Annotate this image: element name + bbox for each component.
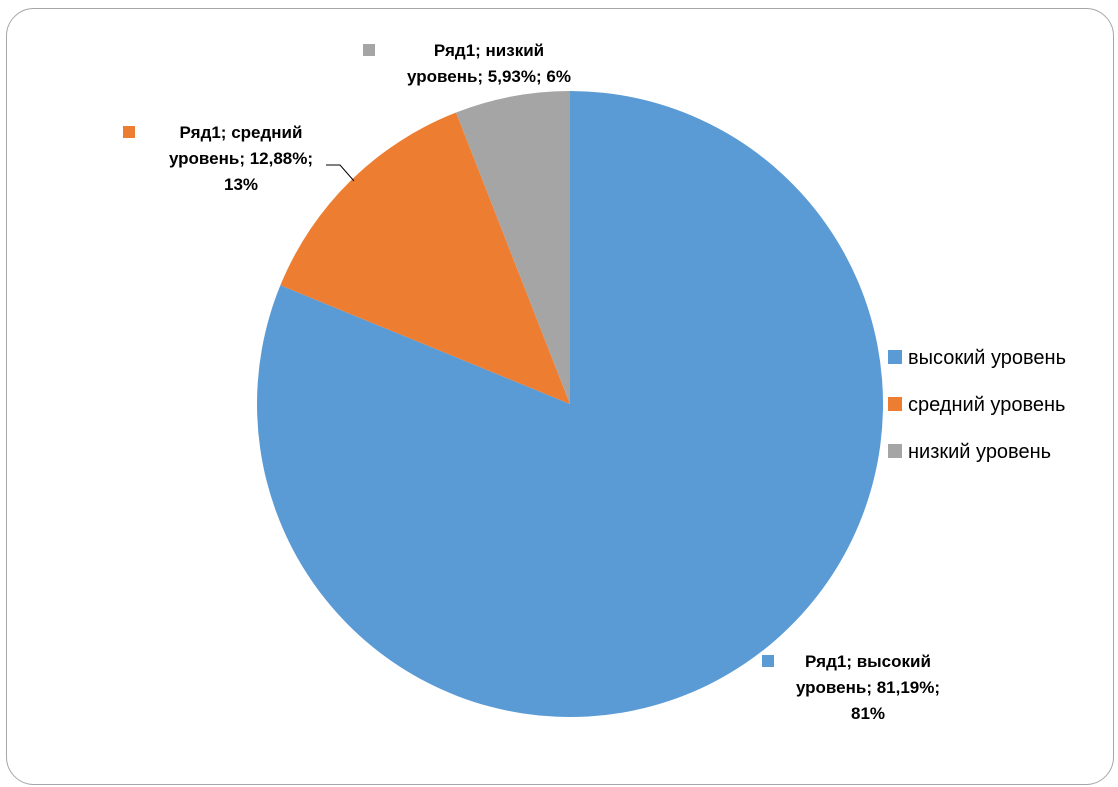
data-label-text: Ряд1; высокий [805, 652, 931, 671]
pie-slices [257, 91, 884, 717]
legend-swatch [888, 444, 902, 458]
leader-lines [326, 164, 355, 182]
legend-label: низкий уровень [908, 441, 1051, 463]
pie-slice-3 [456, 91, 570, 404]
legend-swatch [888, 350, 902, 364]
pie-slice-2 [280, 112, 570, 404]
legend-item-2: средний уровень [888, 394, 1065, 416]
data-label-text: 13% [224, 175, 258, 194]
data-labels: Ряд1; высокий уровень; 81,19%; 81% Ряд1; ср… [123, 41, 940, 723]
pie-slice-1 [257, 91, 884, 717]
data-label-text: Ряд1; средний [180, 123, 303, 142]
legend-label: высокий уровень [908, 347, 1066, 369]
legend-item-3: низкий уровень [888, 441, 1051, 463]
data-label-2: Ряд1; средний уровень; 12,88%; 13% [123, 123, 313, 194]
legend-item-1: высокий уровень [888, 347, 1066, 369]
data-label-key-3 [363, 44, 375, 56]
data-label-3: Ряд1; низкий уровень; 5,93%; 6% [363, 41, 571, 86]
legend-swatch [888, 397, 902, 411]
data-label-text: Ряд1; низкий [434, 41, 544, 60]
data-label-text: 81% [851, 704, 885, 723]
data-label-key-1 [762, 655, 774, 667]
data-label-text: уровень; 5,93%; 6% [407, 67, 571, 86]
data-label-1: Ряд1; высокий уровень; 81,19%; 81% [762, 652, 940, 723]
legend-label: средний уровень [908, 394, 1065, 416]
leader-line [326, 164, 355, 182]
legend: высокий уровень средний уровень низкий уро… [888, 347, 1066, 463]
data-label-text: уровень; 12,88%; [169, 149, 313, 168]
data-label-text: уровень; 81,19%; [796, 678, 940, 697]
data-label-key-2 [123, 126, 135, 138]
